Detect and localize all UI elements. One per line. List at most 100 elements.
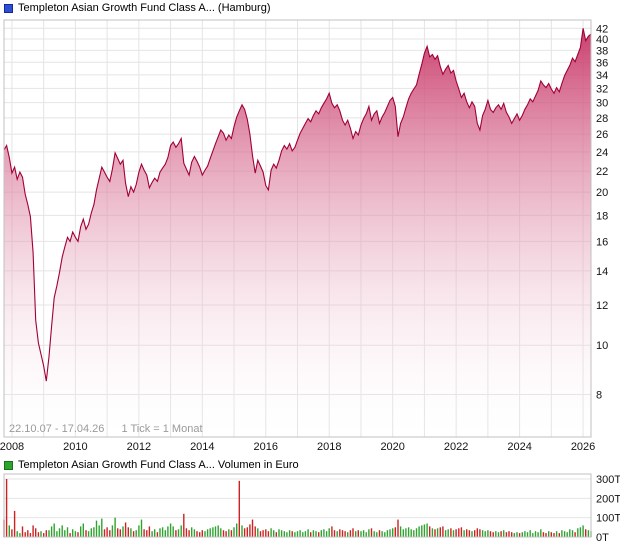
volume-bar: [61, 525, 63, 537]
volume-bar: [119, 529, 121, 537]
volume-bar: [19, 533, 21, 537]
volume-bar: [386, 530, 389, 537]
volume-bar: [466, 529, 468, 537]
volume-bar: [130, 528, 132, 537]
volume-bar: [294, 532, 296, 537]
volume-bar: [516, 532, 518, 537]
volume-bar: [328, 528, 330, 537]
volume-bar: [278, 529, 280, 537]
price-axis-label: 16: [596, 236, 608, 248]
volume-bar: [283, 531, 285, 537]
price-axis-label: 28: [596, 113, 608, 125]
volume-bar: [537, 532, 539, 537]
volume-bar: [545, 533, 547, 537]
volume-bar: [72, 529, 74, 537]
volume-plot-border: [3, 473, 592, 538]
volume-bar: [127, 527, 129, 537]
volume-bar: [236, 523, 238, 537]
volume-bar: [164, 530, 166, 537]
volume-bar: [524, 531, 526, 537]
volume-bar: [80, 526, 82, 537]
volume-bar: [405, 528, 407, 537]
year-axis-label: 2008: [0, 441, 24, 453]
volume-bar: [479, 529, 481, 537]
volume-bar: [468, 530, 471, 537]
volume-bar: [154, 529, 156, 537]
volume-bar: [37, 532, 40, 537]
volume-bar: [95, 520, 98, 537]
volume-bar: [495, 531, 497, 537]
volume-bar: [336, 531, 338, 537]
volume-bar: [566, 532, 568, 537]
volume-bar: [563, 531, 566, 537]
price-chart-title: Templeton Asian Growth Fund Class A... (…: [18, 2, 271, 14]
volume-bar: [310, 532, 312, 537]
price-axis-label: 8: [596, 390, 602, 402]
price-line: [3, 28, 592, 382]
price-axis-label: 36: [596, 57, 608, 69]
volume-bar: [177, 529, 180, 537]
volume-bar: [550, 532, 552, 537]
volume-bar: [571, 530, 574, 537]
volume-bar: [362, 530, 365, 537]
volume-bar: [421, 525, 423, 537]
volume-bar: [540, 529, 542, 537]
year-axis-label: 2018: [317, 441, 341, 453]
price-axis-label: 12: [596, 300, 608, 312]
volume-bar: [407, 527, 410, 537]
volume-bar: [199, 532, 201, 537]
volume-bar: [43, 533, 45, 537]
volume-bar: [265, 529, 267, 537]
volume-bar: [175, 530, 177, 537]
volume-bar: [394, 527, 396, 537]
volume-bar: [27, 530, 29, 537]
volume-bar: [577, 528, 579, 537]
price-axis-label: 30: [596, 98, 608, 110]
volume-bar: [143, 529, 145, 537]
volume-axis-label: 200T: [596, 493, 620, 505]
volume-bar: [138, 525, 140, 537]
volume-bar: [529, 530, 531, 537]
volume-bar: [169, 523, 172, 537]
volume-bar: [172, 526, 174, 537]
volume-bar: [262, 530, 264, 537]
volume-bar: [439, 527, 441, 537]
volume-bar: [426, 523, 428, 537]
volume-bar: [122, 526, 124, 537]
volume-bar: [286, 532, 288, 537]
year-axis-label: 2022: [444, 441, 468, 453]
volume-bar: [148, 526, 151, 537]
volume-chart: 0T 100T 200T 300T: [3, 473, 620, 544]
volume-bar: [555, 531, 558, 537]
volume-bar: [352, 528, 354, 537]
volume-bar: [77, 532, 79, 537]
volume-bar: [320, 530, 322, 537]
volume-bar: [355, 531, 357, 537]
volume-bar: [518, 533, 521, 537]
price-axis-label: 42: [596, 23, 608, 35]
volume-bar: [243, 528, 246, 537]
volume-bar: [511, 532, 513, 537]
volume-bar: [74, 531, 77, 537]
volume-bar: [579, 527, 582, 537]
volume-bar: [574, 532, 576, 537]
volume-bar: [114, 517, 116, 537]
volume-bar: [212, 527, 214, 537]
volume-bar: [50, 526, 53, 537]
volume-bar: [471, 531, 473, 537]
price-axis-label: 22: [596, 166, 608, 178]
volume-bar: [389, 529, 391, 537]
volume-bar: [35, 528, 37, 537]
volume-bar: [381, 531, 383, 537]
volume-bar: [474, 530, 476, 537]
volume-bar: [151, 531, 153, 537]
volume-bar: [180, 525, 182, 537]
volume-bar: [48, 530, 50, 537]
volume-bar: [230, 530, 233, 537]
volume-bar: [132, 531, 135, 537]
volume-bar: [376, 532, 378, 537]
volume-bar: [325, 531, 328, 537]
price-axis-label: 34: [596, 70, 608, 82]
volume-bar: [487, 530, 489, 537]
